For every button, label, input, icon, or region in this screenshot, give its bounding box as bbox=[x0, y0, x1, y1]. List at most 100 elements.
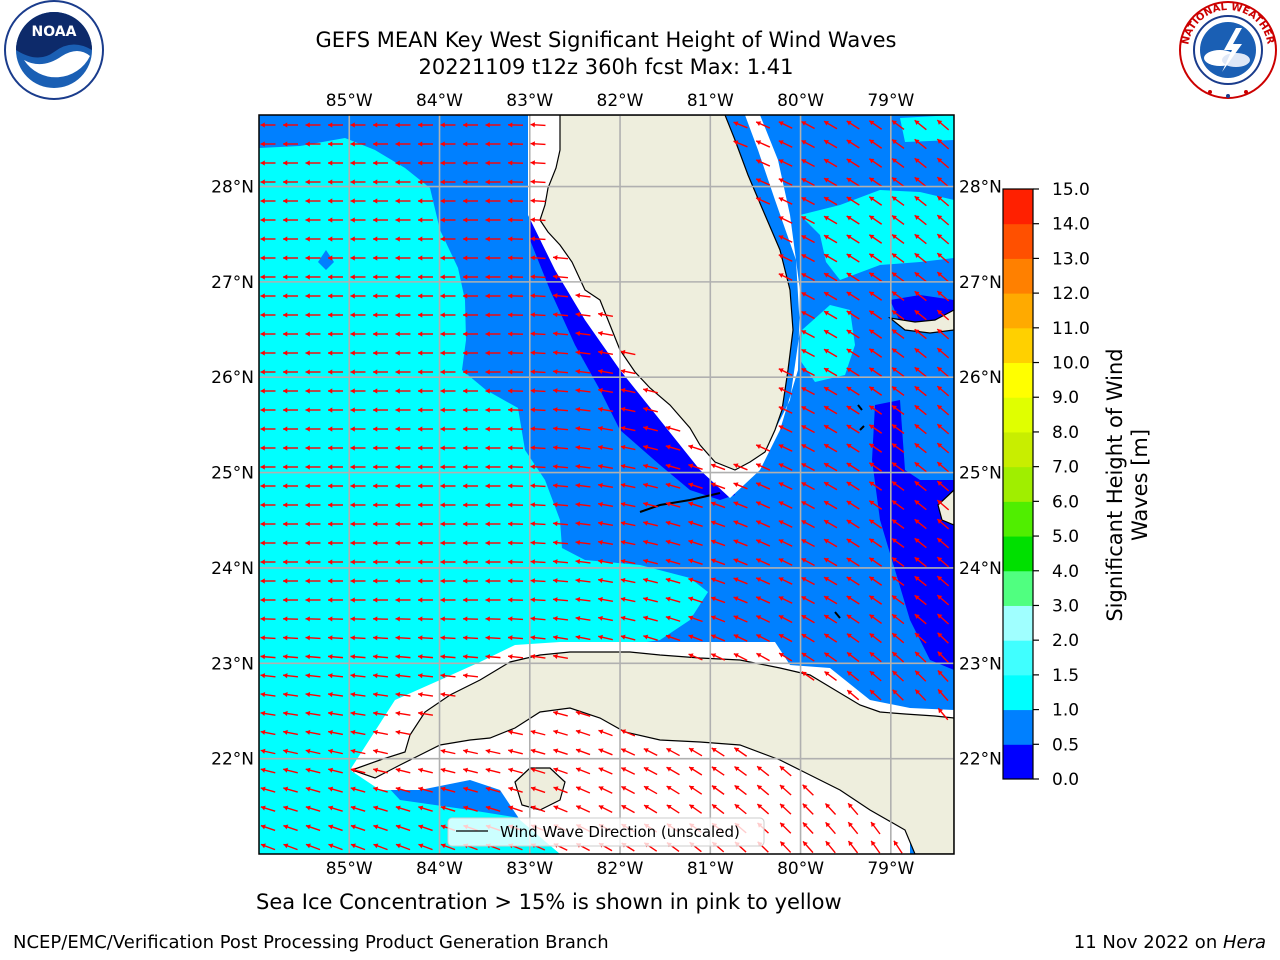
wind-arrow-head bbox=[937, 367, 943, 372]
wind-arrow-head bbox=[801, 520, 807, 525]
colorbar-tick-label: 9.0 bbox=[1052, 388, 1079, 408]
wind-arrow-head bbox=[395, 331, 400, 337]
wind-arrow-head bbox=[801, 387, 807, 392]
wind-arrow-head bbox=[260, 559, 265, 565]
wind-arrow-head bbox=[869, 500, 875, 506]
wind-arrow-head bbox=[463, 122, 468, 128]
wind-arrow-head bbox=[395, 236, 400, 242]
wind-arrow-head bbox=[553, 597, 558, 603]
wind-arrow-head bbox=[350, 502, 355, 508]
wind-arrow-head bbox=[575, 521, 581, 527]
wind-arrow-head bbox=[620, 615, 626, 621]
wind-arrow-head bbox=[485, 179, 490, 185]
wind-arrow-head bbox=[824, 159, 830, 164]
wind-arrow-head bbox=[395, 559, 400, 565]
wind-arrow-head bbox=[643, 748, 649, 753]
wind-arrow-head bbox=[305, 350, 310, 356]
wind-arrow-head bbox=[665, 501, 671, 507]
wind-arrow-head bbox=[508, 616, 513, 622]
wind-arrow-head bbox=[801, 178, 807, 183]
wind-arrow-head bbox=[575, 559, 581, 565]
lon-tick-label-bottom: 84°W bbox=[416, 859, 463, 879]
lat-tick-label-left: 23°N bbox=[211, 654, 254, 674]
wind-arrow-head bbox=[350, 369, 355, 375]
wind-arrow-head bbox=[440, 293, 445, 299]
wind-arrow-head bbox=[778, 216, 784, 221]
wind-arrow-head bbox=[891, 329, 897, 335]
wind-arrow-head bbox=[260, 426, 265, 432]
wind-arrow-head bbox=[711, 653, 717, 658]
wind-arrow-head bbox=[350, 578, 355, 584]
wind-arrow-head bbox=[643, 786, 649, 791]
wave-band-1-0-1-5-patch bbox=[800, 305, 855, 382]
wind-arrow-head bbox=[395, 141, 400, 147]
wind-arrow-head bbox=[553, 483, 558, 489]
wind-arrow-head bbox=[283, 141, 288, 147]
wind-arrow-head bbox=[350, 805, 356, 811]
colorbar-segment bbox=[1003, 709, 1033, 745]
wind-arrow-head bbox=[283, 445, 288, 451]
wind-arrow-head bbox=[305, 312, 310, 318]
wind-arrow-head bbox=[395, 293, 400, 299]
wind-arrow-head bbox=[733, 520, 739, 526]
wind-arrow-head bbox=[778, 558, 784, 563]
wind-arrow-head bbox=[643, 482, 648, 488]
colorbar-tick-label: 11.0 bbox=[1052, 319, 1090, 339]
wind-arrow-head bbox=[711, 634, 717, 640]
wind-arrow-head bbox=[418, 710, 423, 717]
wind-arrow-head bbox=[418, 824, 424, 830]
wind-arrow-head bbox=[824, 577, 830, 582]
wind-arrow-head bbox=[283, 407, 288, 413]
wind-arrow-head bbox=[395, 274, 400, 280]
wind-arrow-head bbox=[463, 274, 468, 280]
wind-arrow-head bbox=[598, 748, 604, 754]
wind-arrow-head bbox=[892, 633, 898, 638]
wind-arrow-head bbox=[937, 291, 943, 296]
wind-arrow-head bbox=[937, 234, 943, 239]
wind-arrow-head bbox=[508, 274, 513, 280]
wind-arrow-head bbox=[756, 577, 762, 583]
wind-arrow-head bbox=[328, 122, 333, 128]
wind-arrow-head bbox=[824, 520, 830, 525]
wind-arrow-head bbox=[848, 822, 853, 828]
wind-arrow-head bbox=[305, 483, 310, 489]
wind-arrow-head bbox=[937, 613, 943, 619]
wind-arrow-head bbox=[463, 198, 468, 204]
colorbar-segment bbox=[1003, 189, 1033, 225]
wind-arrow-head bbox=[350, 179, 355, 185]
wind-arrow-head bbox=[620, 387, 626, 393]
wind-arrow-head bbox=[508, 578, 513, 584]
wind-arrow-head bbox=[418, 635, 423, 641]
wind-arrow-head bbox=[801, 273, 807, 278]
wind-arrow-head bbox=[871, 840, 876, 846]
wind-arrow-head bbox=[440, 160, 445, 166]
wind-arrow-head bbox=[598, 539, 603, 546]
no-data-florida-halo bbox=[528, 115, 800, 498]
wind-arrow-head bbox=[283, 502, 288, 508]
wind-arrow-head bbox=[869, 481, 875, 487]
wind-arrow-head bbox=[463, 312, 468, 318]
wind-arrow-head bbox=[575, 729, 581, 735]
wind-arrow-head bbox=[824, 482, 830, 487]
wind-arrow-head bbox=[846, 158, 852, 164]
wind-arrow-head bbox=[395, 426, 400, 432]
wind-arrow-head bbox=[688, 558, 694, 564]
wind-arrow-head bbox=[418, 388, 423, 394]
wind-arrow-head bbox=[350, 710, 356, 717]
wind-arrow-head bbox=[395, 350, 400, 356]
wind-arrow-head bbox=[824, 349, 830, 354]
wind-arrow-head bbox=[328, 160, 333, 166]
wind-arrow-head bbox=[463, 521, 468, 527]
wind-arrow-head bbox=[869, 689, 875, 695]
wind-arrow-head bbox=[440, 483, 445, 489]
wind-arrow-head bbox=[553, 293, 558, 299]
wind-arrow-head bbox=[848, 841, 854, 847]
wind-arrow-head bbox=[914, 443, 920, 449]
map-subtitle-forecast: 20221109 t12z 360h fcst Max: 1.41 bbox=[418, 55, 794, 79]
wind-arrow-head bbox=[485, 160, 490, 166]
wind-arrow-head bbox=[553, 540, 558, 546]
wind-arrow-head bbox=[440, 464, 445, 470]
wind-arrow-head bbox=[914, 348, 920, 354]
wind-arrow-head bbox=[440, 122, 445, 128]
wind-arrow-head bbox=[846, 576, 852, 582]
